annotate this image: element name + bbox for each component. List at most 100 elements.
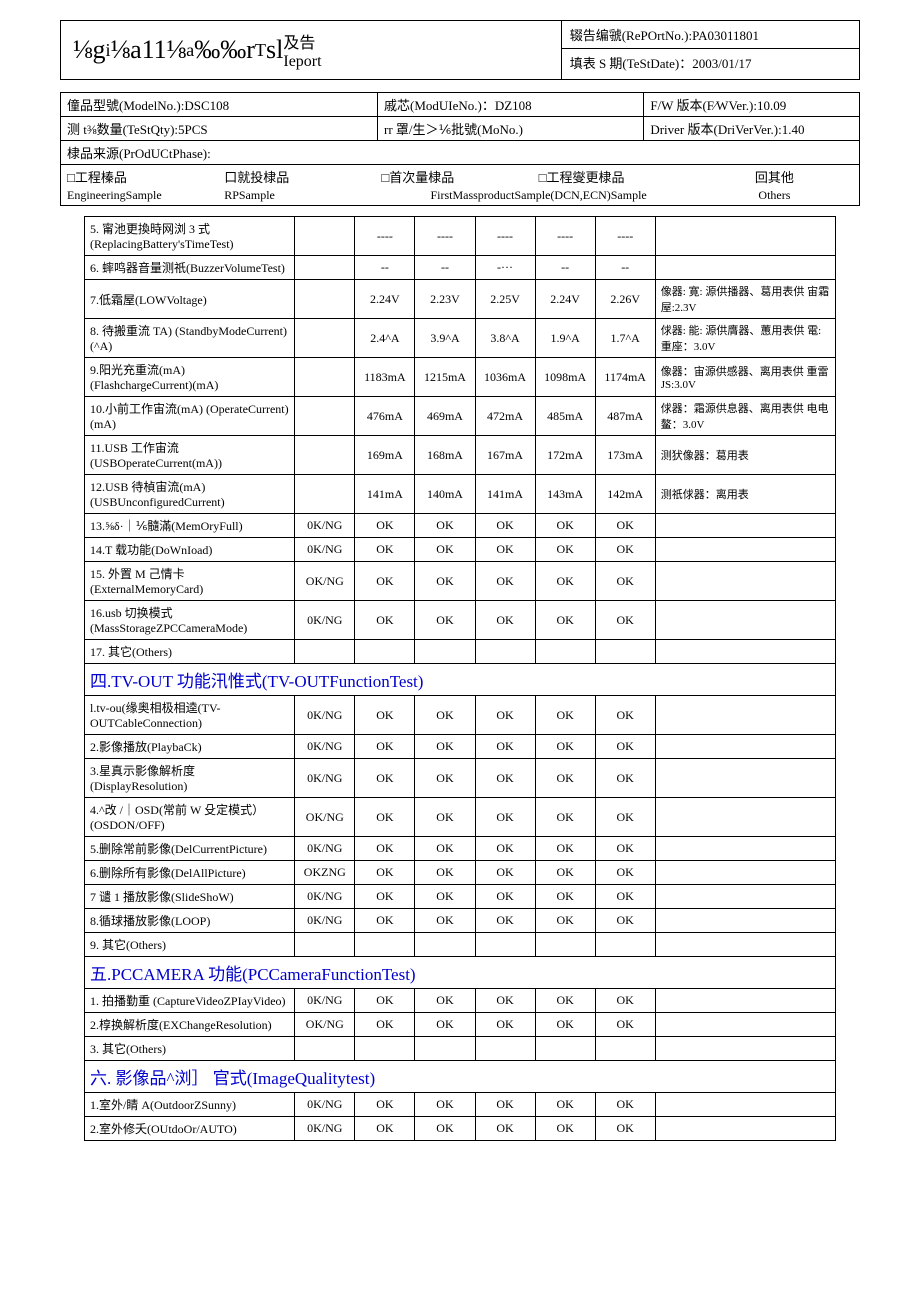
table-row: 2.椁换解析度(EXChangeResolution)OK/NGOKOKOKOK…	[85, 1013, 836, 1037]
test-std	[295, 475, 355, 514]
phase-labels: EngineeringSample RPSample FirstMassprod…	[61, 188, 859, 205]
table-row: 2.影像播放(PlaybaCk)0K/NGOKOKOKOKOK	[85, 735, 836, 759]
test-note	[655, 885, 835, 909]
test-val: OK	[415, 1013, 475, 1037]
test-desc: 15. 外置 M 己情卡 (ExternalMemoryCard)	[85, 562, 295, 601]
lb-rp: RPSample	[224, 188, 381, 203]
test-val: OK	[535, 696, 595, 735]
test-note	[655, 538, 835, 562]
test-val: OK	[415, 735, 475, 759]
test-val: OK	[355, 562, 415, 601]
test-desc: 6.删除所有影像(DelAllPicture)	[85, 861, 295, 885]
test-val: OK	[595, 538, 655, 562]
test-val: OK	[355, 798, 415, 837]
test-val: OK	[475, 538, 535, 562]
test-val: 1036mA	[475, 358, 535, 397]
test-val: 1.7^A	[595, 319, 655, 358]
test-note	[655, 989, 835, 1013]
section-header: 五.PCCAMERA 功能(PCCameraFunctionTest)	[85, 957, 836, 989]
test-val: OK	[595, 735, 655, 759]
test-note	[655, 601, 835, 640]
test-val	[535, 1037, 595, 1061]
test-note	[655, 696, 835, 735]
test-desc: 1. 拍播勤重 (CaptureVideoZPIayVideo)	[85, 989, 295, 1013]
test-val: OK	[475, 909, 535, 933]
test-std	[295, 640, 355, 664]
test-val: --	[355, 256, 415, 280]
test-val: OK	[475, 696, 535, 735]
test-val	[475, 640, 535, 664]
test-std: 0K/NG	[295, 1093, 355, 1117]
test-std: 0K/NG	[295, 1117, 355, 1141]
test-val: OK	[415, 601, 475, 640]
test-std: OK/NG	[295, 562, 355, 601]
table-row: 4.^改 /｜OSD(常前 W 殳定模式）(OSDON/OFF)OK/NGOKO…	[85, 798, 836, 837]
test-val	[415, 1037, 475, 1061]
test-val: --	[535, 256, 595, 280]
test-std: 0K/NG	[295, 696, 355, 735]
test-val: OK	[355, 837, 415, 861]
table-row: 7.低霜屋(LOWVoltage)2.24V2.23V2.25V2.24V2.2…	[85, 280, 836, 319]
test-val: 1174mA	[595, 358, 655, 397]
cb-ecn: □工程燮更棣品	[539, 167, 696, 186]
test-desc: 11.USB 工作宙流 (USBOperateCurrent(mA))	[85, 436, 295, 475]
table-row: 15. 外置 M 己情卡 (ExternalMemoryCard)OK/NGOK…	[85, 562, 836, 601]
test-val: OK	[475, 759, 535, 798]
test-qty: 测 t⅜数量(TeStQty):5PCS	[61, 117, 378, 140]
test-val: OK	[415, 1117, 475, 1141]
table-row: 8.循球播放影像(LOOP)0K/NGOKOKOKOKOK	[85, 909, 836, 933]
test-val: --	[595, 256, 655, 280]
test-desc: 8. 待搬重流 TA) (StandbyModeCurrent)(^A)	[85, 319, 295, 358]
test-val: OK	[595, 759, 655, 798]
test-note	[655, 837, 835, 861]
test-val	[535, 933, 595, 957]
test-table: 5. 甯池更換時网浏 3 式 (ReplacingBattery'sTimeTe…	[84, 216, 836, 1141]
table-row: 6. 蟀鸣器音量测祇(BuzzerVolumeTest)-----···----	[85, 256, 836, 280]
table-row: 7 谴 1 播放影像(SlideShoW)0K/NGOKOKOKOKOK	[85, 885, 836, 909]
test-desc: 2.影像播放(PlaybaCk)	[85, 735, 295, 759]
test-val: OK	[415, 861, 475, 885]
test-val: OK	[415, 909, 475, 933]
cb-others: 回其他	[696, 167, 853, 186]
test-val: ----	[415, 217, 475, 256]
test-note	[655, 735, 835, 759]
table-row: 13.⅝δ·｜⅙髓滿(MemOryFull)0K/NGOKOKOKOKOK	[85, 514, 836, 538]
test-val: OK	[475, 798, 535, 837]
test-val: OK	[415, 989, 475, 1013]
test-val: 2.24V	[355, 280, 415, 319]
cb-engineering: □工程榛品	[67, 167, 224, 186]
test-val: 167mA	[475, 436, 535, 475]
test-val: OK	[595, 562, 655, 601]
test-val: OK	[535, 601, 595, 640]
test-val	[595, 933, 655, 957]
test-note	[655, 861, 835, 885]
test-desc: 3.星真示影像解析度 (DisplayResolution)	[85, 759, 295, 798]
test-val: OK	[595, 837, 655, 861]
test-desc: 7 谴 1 播放影像(SlideShoW)	[85, 885, 295, 909]
test-val: OK	[475, 1117, 535, 1141]
test-val	[475, 1037, 535, 1061]
test-note: 俅器：霜源供息器、离用表供 电电鳌：3.0V	[655, 397, 835, 436]
test-val: OK	[595, 989, 655, 1013]
test-note: 俅器: 能: 源供膺器、蕙用表供 電: 重座：3.0V	[655, 319, 835, 358]
test-val: 469mA	[415, 397, 475, 436]
test-val: --	[415, 256, 475, 280]
test-val: OK	[475, 837, 535, 861]
test-val: OK	[475, 514, 535, 538]
test-note: 测犾像器：葛用表	[655, 436, 835, 475]
test-desc: 16.usb 切换模式 (MassStorageZPCCameraMode)	[85, 601, 295, 640]
test-val	[475, 933, 535, 957]
test-val: OK	[595, 1093, 655, 1117]
table-row: 12.USB 待楨宙流(mA) (USBUnconfiguredCurrent)…	[85, 475, 836, 514]
test-val: OK	[355, 538, 415, 562]
report-title: ⅛gi⅛a11⅛a‰‰rTsl及告Ieport	[61, 21, 562, 79]
table-row: 5. 甯池更換時网浏 3 式 (ReplacingBattery'sTimeTe…	[85, 217, 836, 256]
test-val: OK	[475, 861, 535, 885]
table-row: 2.室外修夭(OUtdoOr/AUTO)0K/NGOKOKOKOKOK	[85, 1117, 836, 1141]
test-val: OK	[415, 514, 475, 538]
cb-first-mass: □首次量棣品	[381, 167, 538, 186]
test-std	[295, 319, 355, 358]
test-val: OK	[595, 1117, 655, 1141]
test-desc: 4.^改 /｜OSD(常前 W 殳定模式）(OSDON/OFF)	[85, 798, 295, 837]
test-std: 0K/NG	[295, 989, 355, 1013]
